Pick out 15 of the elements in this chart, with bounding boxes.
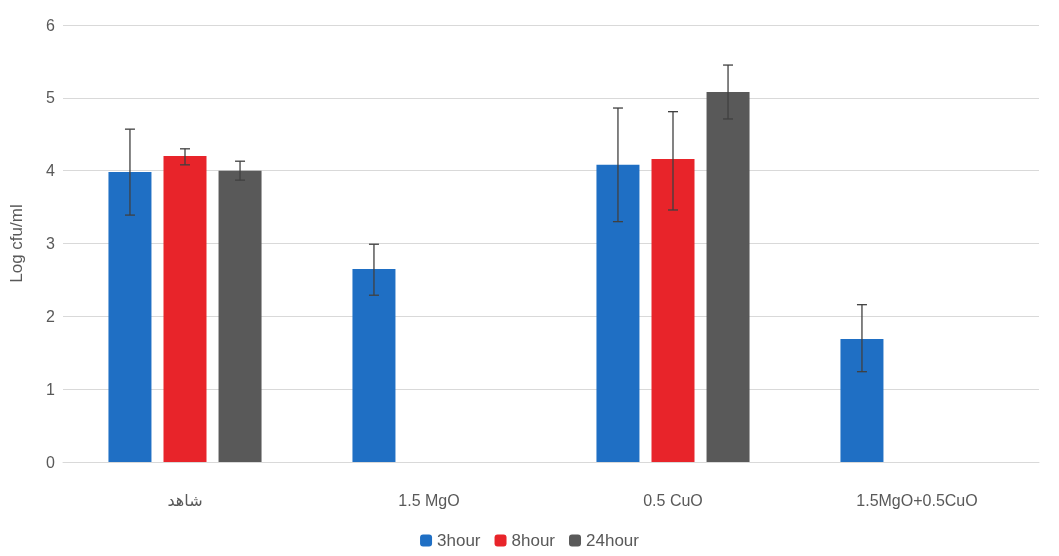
x-tick-label: 0.5 CuO <box>643 491 703 509</box>
y-tick-label: 6 <box>46 16 56 34</box>
y-tick-label: 2 <box>46 307 56 325</box>
y-tick-label: 5 <box>46 89 56 107</box>
x-tick-label: 1.5MgO+0.5CuO <box>856 491 978 509</box>
y-tick-label: 4 <box>46 162 56 180</box>
legend-label: 8hour <box>511 531 556 550</box>
legend-label: 24hour <box>586 531 640 550</box>
x-tick-label: 1.5 MgO <box>398 491 460 509</box>
legend-label: 3hour <box>437 531 481 550</box>
y-tick-label: 1 <box>46 380 56 398</box>
y-tick-label: 0 <box>46 453 56 471</box>
x-tick-label: شاهد <box>167 491 203 509</box>
y-tick-label: 3 <box>46 235 56 252</box>
y-axis-title: Log cfu/ml <box>7 204 26 283</box>
